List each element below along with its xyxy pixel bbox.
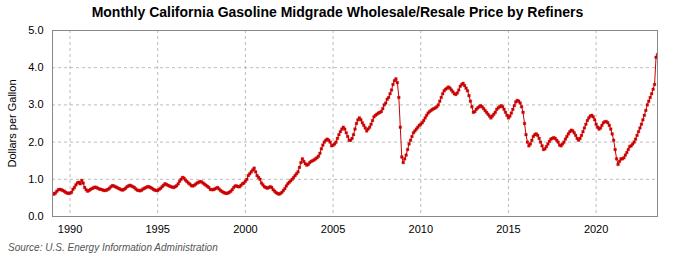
svg-text:2015: 2015: [496, 223, 520, 235]
svg-text:4.0: 4.0: [28, 61, 43, 73]
svg-text:2.0: 2.0: [28, 136, 43, 148]
svg-text:1.0: 1.0: [28, 173, 43, 185]
svg-text:1995: 1995: [145, 223, 169, 235]
svg-text:2005: 2005: [321, 223, 345, 235]
svg-text:2000: 2000: [233, 223, 257, 235]
html-text:Monthly California Gasoline Mi: Monthly California Gasoline Midgrade Who…: [91, 4, 584, 20]
svg-text:3.0: 3.0: [28, 98, 43, 110]
svg-text:2010: 2010: [409, 223, 433, 235]
svg-text:Dollars per Gallon: Dollars per Gallon: [6, 79, 18, 167]
svg-text:1990: 1990: [58, 223, 82, 235]
html-text:Source: U.S. Energy Informatio: Source: U.S. Energy Information Administ…: [8, 242, 218, 253]
svg-text:0.0: 0.0: [28, 210, 43, 222]
svg-text:2020: 2020: [584, 223, 608, 235]
svg-text:5.0: 5.0: [28, 24, 43, 36]
